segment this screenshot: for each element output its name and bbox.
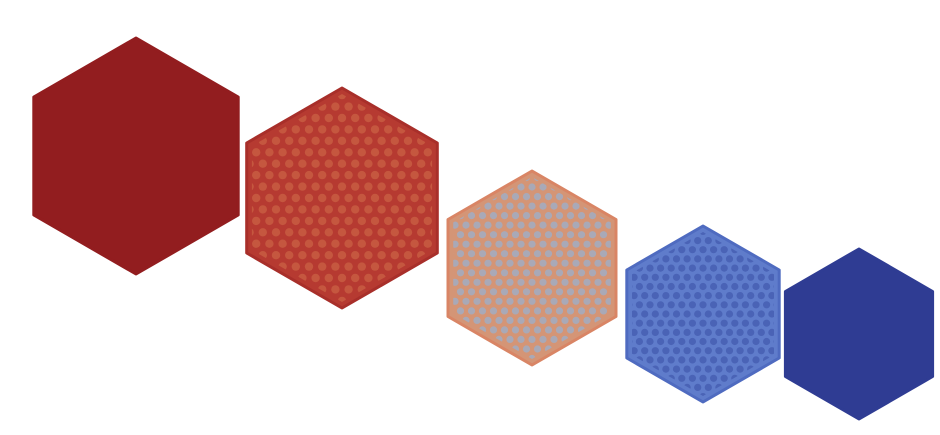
hexagon-dark-red	[32, 36, 240, 276]
hexagon-salmon-dots	[446, 169, 618, 367]
hexagon-red-dots	[245, 86, 439, 310]
hexagon-blue-dots	[625, 224, 781, 404]
hexagon-navy	[783, 247, 935, 421]
